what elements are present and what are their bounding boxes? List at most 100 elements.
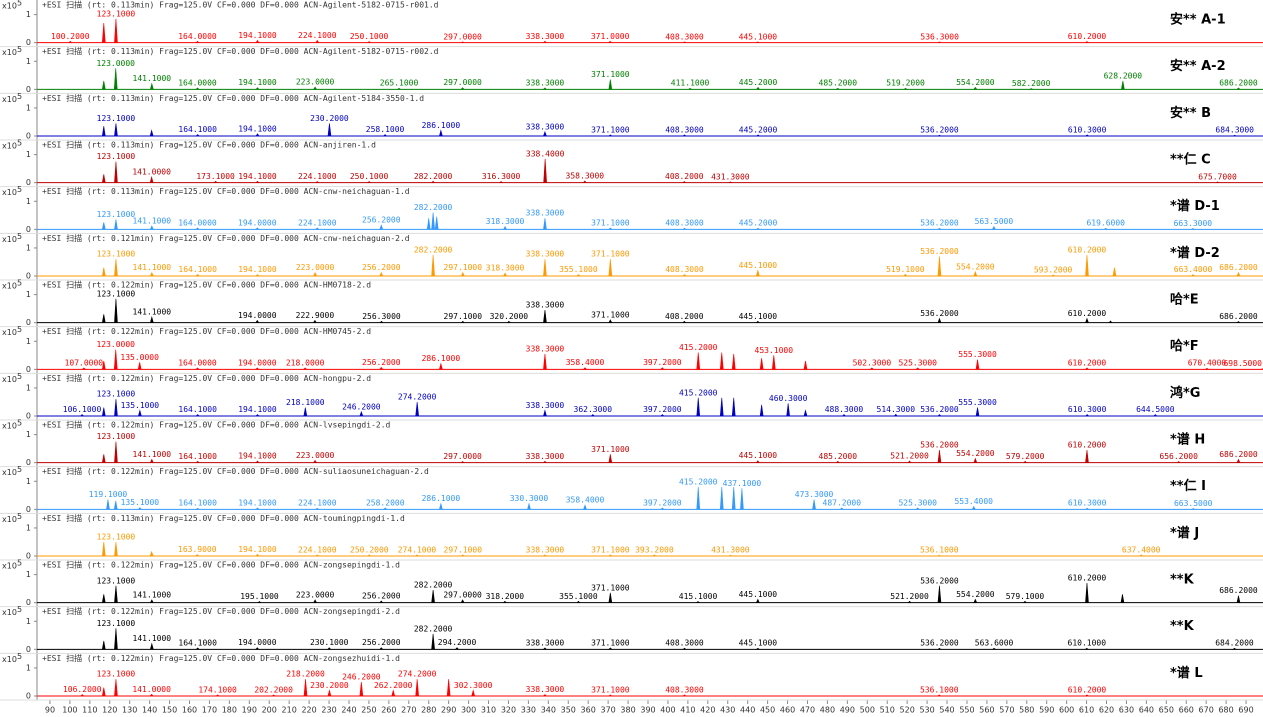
- peak-label: 274.1000: [398, 545, 437, 554]
- peak: [576, 274, 581, 277]
- peak-label: 141.1000: [133, 590, 172, 599]
- peak-label: 554.2000: [956, 449, 995, 458]
- x-tick-label: 260: [381, 706, 396, 715]
- peak-label: 610.2000: [1068, 245, 1107, 254]
- peak-label: 686.2000: [1219, 263, 1258, 272]
- peak-label: 202.2000: [254, 685, 293, 694]
- peak: [1085, 317, 1089, 323]
- y-tick-label: 0: [26, 552, 31, 561]
- x-tick-label: 390: [640, 706, 655, 715]
- peak: [731, 353, 736, 370]
- peak: [1236, 271, 1241, 277]
- peak-label: 164.1000: [178, 638, 217, 647]
- peak: [937, 450, 942, 463]
- sample-label: *谱 J: [1170, 525, 1199, 541]
- peak-label: 445.1000: [739, 32, 778, 41]
- peak: [195, 87, 200, 90]
- peak-label: 355.1000: [559, 265, 598, 274]
- peak: [1214, 181, 1221, 183]
- peak-label: 135.1000: [121, 498, 160, 507]
- peak: [1138, 554, 1144, 557]
- peak-label: 637.4000: [1122, 545, 1161, 554]
- peak-label: 445.1000: [739, 590, 778, 599]
- peak: [803, 360, 808, 370]
- peak: [255, 180, 260, 183]
- x-tick-label: 300: [461, 706, 476, 715]
- peak: [255, 647, 260, 650]
- peak: [839, 507, 845, 510]
- peak-label: 224.1000: [298, 499, 337, 508]
- peak: [542, 87, 548, 90]
- peak: [660, 507, 665, 510]
- y-scale-label: x10: [2, 235, 17, 244]
- peak: [542, 40, 548, 43]
- peak-label: 316.3000: [482, 172, 521, 181]
- peak: [431, 212, 435, 230]
- peak-label: 371.1000: [591, 218, 630, 227]
- peak: [255, 460, 260, 463]
- spectrum-panel: x10 5 0 1 +ESI 扫描 (rt: 0.122min) Frag=125.0V…: [0, 372, 1263, 421]
- x-tick-label: 440: [740, 706, 755, 715]
- peak: [149, 82, 154, 90]
- peak-label: 371.1000: [591, 250, 630, 259]
- x-tick-label: 640: [1139, 706, 1154, 715]
- peak: [255, 227, 260, 230]
- peak: [460, 320, 466, 323]
- y-scale-exponent: 5: [17, 372, 22, 381]
- peak: [149, 550, 154, 557]
- peak: [366, 41, 372, 43]
- peak: [255, 87, 260, 90]
- panel-header: +ESI 扫描 (rt: 0.113min) Frag=125.0V CF=0.…: [42, 0, 439, 10]
- y-tick-label: 1: [26, 430, 31, 439]
- y-scale-exponent: 5: [17, 185, 22, 194]
- peak-label: 123.1000: [97, 532, 136, 541]
- y-tick-label: 0: [26, 365, 31, 374]
- peak: [1050, 274, 1056, 277]
- peak-label: 415.2000: [679, 388, 718, 397]
- y-tick-label: 1: [26, 477, 31, 486]
- peak: [975, 359, 980, 370]
- y-tick-label: 1: [26, 337, 31, 346]
- peak: [114, 679, 118, 697]
- panel-header: +ESI 扫描 (rt: 0.122min) Frag=125.0V CF=0.…: [42, 653, 400, 663]
- peak: [101, 80, 106, 90]
- peak-label: 445.2000: [739, 219, 778, 228]
- spectrum-panel: x10 5 0 1 +ESI 扫描 (rt: 0.122min) Frag=125.0V…: [0, 325, 1263, 374]
- y-tick-label: 0: [26, 458, 31, 467]
- peak: [607, 134, 613, 137]
- peak: [1112, 267, 1117, 277]
- peak-label: 663.4000: [1174, 265, 1213, 274]
- peak: [608, 259, 613, 277]
- peak: [257, 601, 262, 603]
- peak-label: 224.1000: [298, 218, 337, 227]
- y-scale-label: x10: [2, 48, 17, 57]
- peak: [1022, 460, 1028, 463]
- peak: [195, 227, 200, 230]
- peak-label: 297.1000: [444, 263, 483, 272]
- peak: [101, 267, 106, 277]
- peak-label: 408.3000: [665, 639, 704, 648]
- peak: [502, 600, 508, 603]
- peak-label: 282.2000: [414, 172, 453, 181]
- y-tick-label: 1: [26, 570, 31, 579]
- peak: [835, 87, 841, 90]
- peak: [731, 486, 736, 510]
- x-tick-label: 690: [1238, 706, 1253, 715]
- peak: [195, 554, 200, 557]
- peak: [426, 218, 431, 230]
- x-tick-label: 580: [1019, 706, 1034, 715]
- peak-label: 141.1000: [133, 74, 172, 83]
- sample-label: **K: [1170, 619, 1195, 634]
- peak-label: 256.2000: [362, 591, 401, 600]
- peak: [727, 181, 733, 183]
- peak: [936, 694, 942, 697]
- peak: [582, 367, 588, 370]
- peak-label: 123.1000: [97, 390, 136, 399]
- y-tick-label: 0: [26, 692, 31, 701]
- peak-label: 164.1000: [178, 452, 217, 461]
- peak-label: 582.2000: [1012, 79, 1051, 88]
- x-tick-label: 210: [282, 706, 297, 715]
- peak-label: 223.0000: [296, 451, 335, 460]
- y-tick-label: 0: [26, 178, 31, 187]
